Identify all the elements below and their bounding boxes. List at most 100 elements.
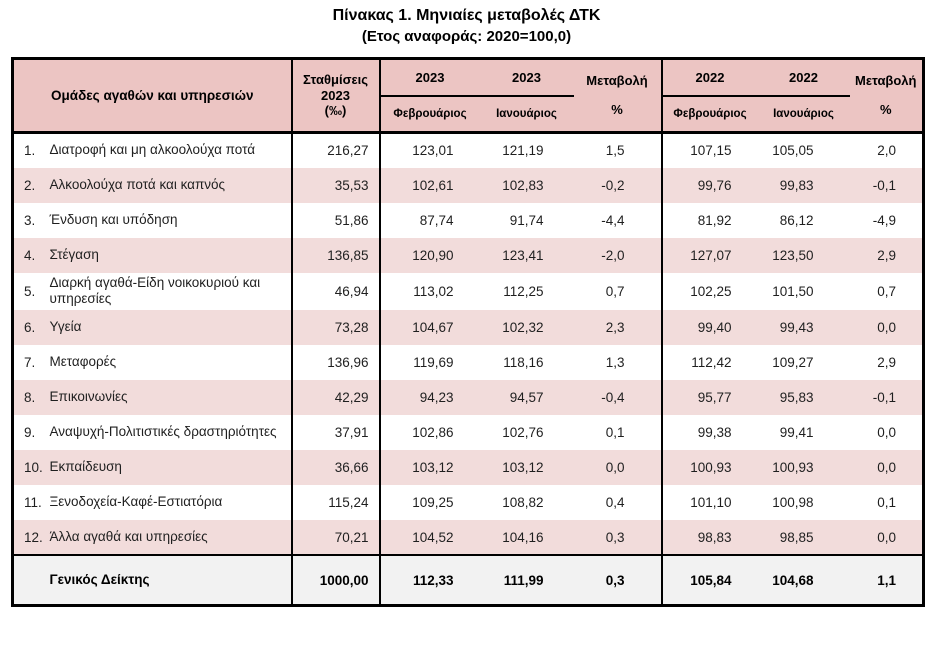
weight-cell: 42,29 bbox=[291, 380, 381, 416]
weight-cell: 115,24 bbox=[291, 485, 381, 521]
change-2023-cell: 2,3 bbox=[573, 310, 663, 346]
header-month-jan-2023: Ιανουάριος bbox=[479, 95, 574, 134]
weight-cell: 36,66 bbox=[291, 450, 381, 486]
change-2022-cell: 0,7 bbox=[877, 283, 896, 299]
row-number-cell: 7. bbox=[24, 355, 36, 371]
category-cell: Αναψυχή-Πολιτιστικές δραστηριότητες bbox=[46, 415, 293, 451]
change-2023-cell: 1,5 bbox=[573, 132, 663, 168]
index-jan2022-cell: 100,93 bbox=[772, 460, 814, 476]
row-number-cell: 3. bbox=[24, 212, 36, 228]
category-cell: Υγεία bbox=[46, 310, 293, 346]
index-jan2023-cell: 102,32 bbox=[502, 320, 544, 336]
total-feb2022-cell: 105,84 bbox=[661, 554, 758, 606]
table-row: 9. Αναψυχή-Πολιτιστικές δραστηριότητες 3… bbox=[13, 415, 924, 451]
weight-cell: 37,91 bbox=[291, 415, 381, 451]
change-2023-cell: 1,3 bbox=[573, 345, 663, 381]
header-year-2022-feb: 2022 bbox=[661, 58, 758, 97]
index-jan2022-cell: 105,05 bbox=[772, 143, 814, 159]
weight-cell: 136,85 bbox=[291, 237, 381, 273]
change-2022-cell: 2,9 bbox=[877, 355, 896, 371]
index-feb2022-cell: 95,77 bbox=[697, 390, 732, 406]
index-feb2023-cell: 104,67 bbox=[412, 320, 454, 336]
row-number-cell: 12. bbox=[24, 529, 43, 545]
index-feb2022-cell: 127,07 bbox=[690, 247, 732, 263]
change-2022-cell: 0,0 bbox=[877, 529, 896, 545]
change-2023-cell: -0,4 bbox=[573, 380, 663, 416]
header-year-2022-jan: 2022 bbox=[757, 58, 850, 97]
header-weights-line1: Σταθμίσεις bbox=[302, 71, 369, 87]
index-feb2022-cell: 99,40 bbox=[697, 320, 732, 336]
change-2022-cell: -4,9 bbox=[872, 212, 896, 228]
table-row: 8. Επικοινωνίες 42,29 94,23 94,57 -0,4 9… bbox=[12, 380, 924, 416]
change-2023-cell: 0,7 bbox=[573, 272, 663, 311]
index-feb2022-cell: 101,10 bbox=[690, 495, 732, 511]
index-jan2022-cell: 123,50 bbox=[772, 247, 814, 263]
index-jan2022-cell: 99,83 bbox=[779, 177, 814, 193]
weight-cell: 35,53 bbox=[291, 167, 381, 203]
index-jan2022-cell: 86,12 bbox=[779, 212, 814, 228]
index-jan2023-cell: 104,16 bbox=[502, 529, 544, 545]
weight-cell: 216,27 bbox=[291, 132, 381, 168]
weight-cell: 70,21 bbox=[291, 520, 381, 556]
index-feb2022-cell: 81,92 bbox=[697, 212, 732, 228]
change-2023-cell: 0,0 bbox=[573, 450, 663, 486]
row-number-cell: 10. bbox=[24, 460, 43, 476]
table-row: 7. Μεταφορές 136,96 119,69 118,16 1,3 11… bbox=[13, 345, 924, 381]
header-change-2022-line1: Μεταβολή bbox=[855, 73, 917, 89]
total-label-cell: Γενικός Δείκτης bbox=[46, 554, 293, 606]
weight-cell: 73,28 bbox=[291, 310, 381, 346]
weight-cell: 51,86 bbox=[291, 202, 381, 238]
row-number-cell: 9. bbox=[24, 425, 36, 441]
index-feb2022-cell: 107,15 bbox=[690, 143, 732, 159]
category-cell: Αλκοολούχα ποτά και καπνός bbox=[46, 167, 293, 203]
total-change-2023-cell: 0,3 bbox=[573, 554, 663, 606]
weight-cell: 136,96 bbox=[291, 345, 381, 381]
category-cell: Επικοινωνίες bbox=[46, 380, 293, 416]
index-feb2022-cell: 102,25 bbox=[690, 283, 732, 299]
change-2022-cell: 0,0 bbox=[877, 425, 896, 441]
index-jan2023-cell: 108,82 bbox=[502, 495, 544, 511]
header-change-2023-line1: Μεταβολή bbox=[586, 73, 648, 89]
index-jan2023-cell: 91,74 bbox=[509, 212, 544, 228]
index-feb2023-cell: 94,23 bbox=[419, 390, 454, 406]
index-jan2023-cell: 112,25 bbox=[503, 283, 544, 299]
table-row: 11. Ξενοδοχεία-Καφέ-Εστιατόρια 115,24 10… bbox=[13, 485, 924, 521]
row-number-cell: 5. bbox=[24, 283, 36, 299]
header-month-feb-2022: Φεβρουάριος bbox=[661, 95, 758, 134]
table-row: 2. Αλκοολούχα ποτά και καπνός 35,53 102,… bbox=[12, 167, 924, 203]
index-feb2023-cell: 113,02 bbox=[413, 283, 454, 299]
index-feb2023-cell: 104,52 bbox=[412, 529, 454, 545]
category-cell: Διαρκή αγαθά-Είδη νοικοκυριού και υπηρεσ… bbox=[46, 272, 293, 311]
row-number-cell: 1. bbox=[24, 143, 36, 159]
table-row: 3. Ένδυση και υπόδηση 51,86 87,74 91,74 … bbox=[13, 202, 924, 238]
index-jan2023-cell: 102,83 bbox=[502, 177, 544, 193]
header-change-2022: Μεταβολή % bbox=[849, 58, 924, 134]
total-row-number-cell bbox=[12, 554, 47, 606]
total-change-2022-cell: 1,1 bbox=[849, 554, 924, 606]
index-jan2022-cell: 99,41 bbox=[779, 425, 814, 441]
table-row: 5. Διαρκή αγαθά-Είδη νοικοκυριού και υπη… bbox=[13, 272, 924, 311]
index-jan2023-cell: 102,76 bbox=[502, 425, 544, 441]
change-2023-cell: 0,4 bbox=[573, 485, 663, 521]
index-feb2023-cell: 109,25 bbox=[412, 495, 454, 511]
change-2023-cell: -4,4 bbox=[573, 202, 663, 238]
change-2022-cell: -0,1 bbox=[872, 177, 896, 193]
title-block: Πίνακας 1. Μηνιαίες μεταβολές ΔΤΚ (Ετος … bbox=[0, 0, 933, 57]
header-weights-line3: (‰) bbox=[324, 103, 347, 119]
index-jan2022-cell: 109,27 bbox=[772, 355, 814, 371]
index-jan2022-cell: 95,83 bbox=[779, 390, 814, 406]
index-jan2023-cell: 121,19 bbox=[502, 143, 544, 159]
change-2022-cell: 0,1 bbox=[877, 495, 896, 511]
page-title: Πίνακας 1. Μηνιαίες μεταβολές ΔΤΚ bbox=[332, 7, 601, 24]
header-weights: Σταθμίσεις 2023 (‰) bbox=[291, 58, 381, 134]
category-cell: Στέγαση bbox=[46, 237, 293, 273]
index-feb2022-cell: 112,42 bbox=[691, 355, 732, 371]
change-2022-cell: 0,0 bbox=[877, 320, 896, 336]
index-feb2022-cell: 99,38 bbox=[697, 425, 732, 441]
change-2023-cell: -0,2 bbox=[573, 167, 663, 203]
table-row: 6. Υγεία 73,28 104,67 102,32 2,3 99,40 9… bbox=[12, 310, 924, 346]
header-change-2023-line2: % bbox=[611, 101, 623, 117]
header-change-2023: Μεταβολή % bbox=[573, 58, 663, 134]
index-feb2022-cell: 98,83 bbox=[697, 529, 732, 545]
cpi-monthly-changes-table: Ομάδες αγαθών και υπηρεσιών Σταθμίσεις 2… bbox=[11, 57, 925, 607]
